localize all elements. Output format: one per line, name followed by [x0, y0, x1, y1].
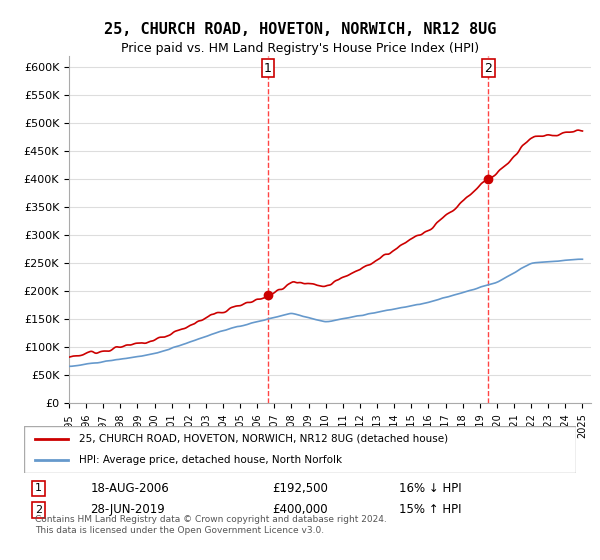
Text: 2: 2	[484, 62, 492, 74]
Text: £192,500: £192,500	[272, 482, 328, 495]
Text: HPI: Average price, detached house, North Norfolk: HPI: Average price, detached house, Nort…	[79, 455, 343, 465]
Text: 16% ↓ HPI: 16% ↓ HPI	[400, 482, 462, 495]
Text: Contains HM Land Registry data © Crown copyright and database right 2024.
This d: Contains HM Land Registry data © Crown c…	[35, 515, 387, 534]
Text: 28-JUN-2019: 28-JUN-2019	[90, 503, 165, 516]
Text: 25, CHURCH ROAD, HOVETON, NORWICH, NR12 8UG: 25, CHURCH ROAD, HOVETON, NORWICH, NR12 …	[104, 22, 496, 38]
Text: 1: 1	[264, 62, 272, 74]
Text: 1: 1	[35, 483, 42, 493]
Text: 2: 2	[35, 505, 42, 515]
Text: 15% ↑ HPI: 15% ↑ HPI	[400, 503, 462, 516]
Text: 25, CHURCH ROAD, HOVETON, NORWICH, NR12 8UG (detached house): 25, CHURCH ROAD, HOVETON, NORWICH, NR12 …	[79, 434, 448, 444]
Text: Price paid vs. HM Land Registry's House Price Index (HPI): Price paid vs. HM Land Registry's House …	[121, 42, 479, 55]
FancyBboxPatch shape	[24, 426, 576, 473]
Text: £400,000: £400,000	[272, 503, 328, 516]
Text: 18-AUG-2006: 18-AUG-2006	[90, 482, 169, 495]
